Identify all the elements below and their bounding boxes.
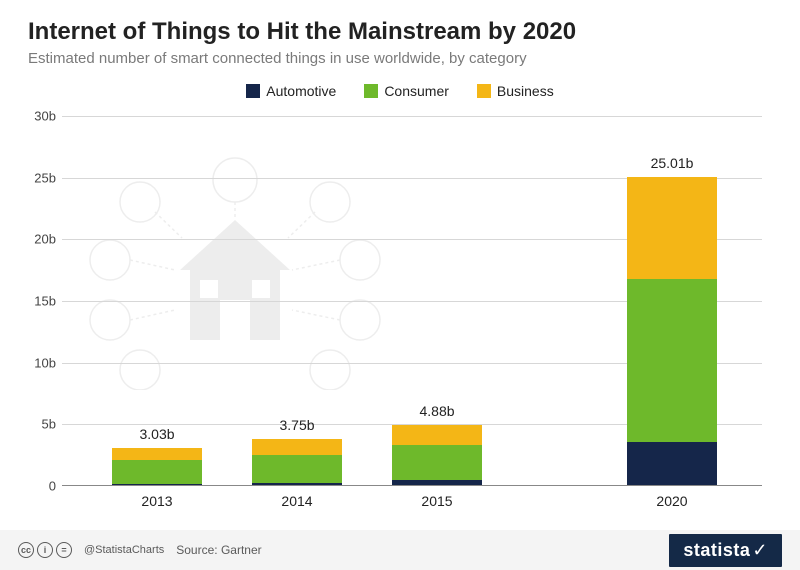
footer: cc i = @StatistaCharts Source: Gartner s… [0,530,800,570]
legend-swatch-automotive [246,84,260,98]
y-tick-label: 20b [16,232,56,247]
gridline [62,116,762,117]
legend-swatch-consumer [364,84,378,98]
bar-segment-consumer [392,445,482,480]
chart-subtitle: Estimated number of smart connected thin… [28,50,772,67]
bar-total-label: 25.01b [651,155,694,171]
plot-area: 05b10b15b20b25b30b3.03b20133.75b20144.88… [62,116,762,486]
legend-label: Consumer [384,83,449,99]
x-tick-label: 2014 [281,493,312,509]
bar-total-label: 3.75b [279,417,314,433]
bar-segment-automotive [627,442,717,485]
source: Source: Gartner [176,543,261,557]
legend-swatch-business [477,84,491,98]
legend: Automotive Consumer Business [0,83,800,99]
bar-segment-business [392,425,482,445]
bar-group: 3.75b2014 [252,439,342,485]
bar-segment-consumer [112,460,202,483]
y-tick-label: 10b [16,355,56,370]
bar-group: 3.03b2013 [112,448,202,485]
bar-total-label: 3.03b [139,426,174,442]
x-axis [62,485,762,486]
cc-by-icon: i [37,542,53,558]
y-tick-label: 15b [16,294,56,309]
footer-text: @StatistaCharts [84,544,164,556]
footer-left: cc i = @StatistaCharts Source: Gartner [18,542,262,558]
bar-group: 4.88b2015 [392,425,482,485]
y-tick-label: 0 [16,479,56,494]
bar-segment-automotive [392,480,482,485]
twitter-handle: @StatistaCharts [84,544,164,556]
x-tick-label: 2013 [141,493,172,509]
y-tick-label: 5b [16,417,56,432]
bar-segment-business [112,448,202,461]
bar-segment-business [252,439,342,455]
legend-item-consumer: Consumer [364,83,449,99]
x-tick-label: 2020 [656,493,687,509]
legend-label: Business [497,83,554,99]
bar-segment-consumer [627,279,717,441]
bar-segment-automotive [252,483,342,485]
legend-item-business: Business [477,83,554,99]
statista-logo: statista✓ [669,534,782,567]
bar-segment-business [627,177,717,280]
header: Internet of Things to Hit the Mainstream… [0,0,800,73]
y-tick-label: 25b [16,170,56,185]
cc-icon: cc [18,542,34,558]
cc-license-icons: cc i = [18,542,72,558]
bar-total-label: 4.88b [419,403,454,419]
y-tick-label: 30b [16,109,56,124]
chart-container: Internet of Things to Hit the Mainstream… [0,0,800,570]
bar-segment-consumer [252,455,342,483]
legend-label: Automotive [266,83,336,99]
cc-nd-icon: = [56,542,72,558]
bar-group: 25.01b2020 [627,177,717,485]
x-tick-label: 2015 [421,493,452,509]
bar-segment-automotive [112,484,202,485]
chart-title: Internet of Things to Hit the Mainstream… [28,18,772,46]
legend-item-automotive: Automotive [246,83,336,99]
